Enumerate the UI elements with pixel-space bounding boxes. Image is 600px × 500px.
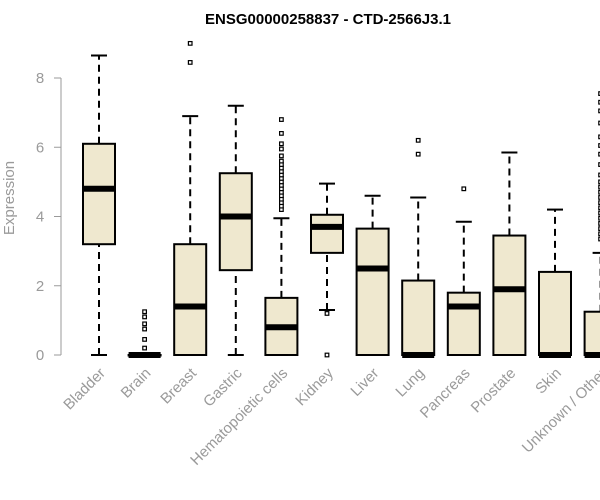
box-iqr bbox=[446, 291, 481, 356]
outlier-point bbox=[598, 231, 600, 237]
outlier-point bbox=[142, 345, 148, 351]
outlier-point bbox=[279, 117, 284, 122]
outlier-point bbox=[598, 236, 600, 242]
x-tick-label: Pancreas bbox=[417, 365, 474, 422]
box-iqr bbox=[310, 213, 344, 254]
x-tick-label: Kidney bbox=[292, 364, 337, 409]
box-iqr bbox=[218, 172, 253, 272]
box-bladder bbox=[82, 54, 116, 356]
outlier-point bbox=[187, 60, 193, 65]
box-layer bbox=[82, 40, 600, 358]
box-iqr bbox=[173, 243, 208, 356]
outlier-point bbox=[187, 40, 193, 46]
outlier-point bbox=[279, 153, 284, 159]
box-kidney bbox=[310, 182, 344, 358]
outlier-point bbox=[142, 309, 148, 315]
outlier-point bbox=[598, 189, 600, 195]
outlier-point bbox=[598, 91, 600, 96]
y-axis-label: Expression bbox=[1, 161, 18, 235]
outlier-point bbox=[279, 141, 284, 147]
box-breast bbox=[173, 40, 208, 356]
outlier-point bbox=[142, 321, 148, 327]
box-iqr bbox=[492, 234, 527, 356]
outlier-point bbox=[279, 146, 284, 152]
outlier-point bbox=[415, 151, 421, 157]
box-unknown-other bbox=[583, 91, 600, 358]
y-tick-label: 2 bbox=[36, 278, 44, 295]
outlier-point bbox=[598, 184, 600, 190]
box-iqr bbox=[401, 279, 436, 356]
box-prostate bbox=[492, 151, 527, 356]
x-tick-label: Breast bbox=[157, 364, 200, 407]
outlier-point bbox=[598, 162, 600, 167]
x-tick-label: Gastric bbox=[200, 364, 246, 410]
outlier-point bbox=[598, 143, 600, 148]
outlier-point bbox=[598, 179, 600, 185]
outlier-point bbox=[598, 108, 600, 114]
x-tick-label: Liver bbox=[347, 365, 382, 400]
outlier-point bbox=[598, 210, 600, 216]
outlier-point bbox=[142, 326, 148, 332]
box-liver bbox=[355, 194, 390, 356]
x-tick-label: Skin bbox=[532, 365, 565, 398]
outlier-point bbox=[461, 186, 467, 192]
chart-title: ENSG00000258837 - CTD-2566J3.1 bbox=[205, 11, 451, 28]
outlier-point bbox=[279, 131, 284, 136]
outlier-point bbox=[598, 200, 600, 206]
box-iqr bbox=[583, 310, 600, 356]
outlier-point bbox=[324, 311, 330, 316]
outlier-point bbox=[598, 215, 600, 221]
box-skin bbox=[538, 208, 572, 358]
box-iqr bbox=[355, 227, 390, 356]
y-tick-label: 8 bbox=[36, 70, 44, 87]
outlier-point bbox=[598, 151, 600, 157]
y-tick-label: 0 bbox=[36, 347, 44, 364]
outlier-point bbox=[142, 337, 148, 342]
outlier-point bbox=[598, 226, 600, 232]
outlier-point bbox=[598, 120, 600, 126]
x-tick-label: Lung bbox=[392, 365, 428, 401]
outlier-point bbox=[415, 137, 421, 143]
box-iqr bbox=[538, 270, 572, 356]
outlier-point bbox=[598, 221, 600, 226]
y-axis: 0 2 4 6 8 bbox=[36, 70, 62, 364]
box-pancreas bbox=[446, 186, 481, 356]
outlier-point bbox=[142, 314, 148, 320]
y-tick-label: 6 bbox=[36, 139, 44, 156]
box-iqr bbox=[82, 142, 116, 246]
outlier-point bbox=[598, 172, 600, 178]
x-tick-label: Bladder bbox=[60, 365, 109, 414]
box-hematopoietic-cells bbox=[264, 117, 299, 356]
y-tick-label: 4 bbox=[36, 209, 44, 226]
x-tick-label: Prostate bbox=[468, 365, 520, 417]
outlier-point bbox=[598, 195, 600, 200]
outlier-point bbox=[598, 99, 600, 105]
outlier-point bbox=[598, 134, 600, 140]
box-lung bbox=[401, 137, 436, 358]
box-gastric bbox=[218, 104, 253, 356]
outlier-point bbox=[598, 205, 600, 211]
outlier-point bbox=[324, 352, 330, 358]
outlier-point bbox=[279, 158, 284, 164]
box-brain bbox=[127, 309, 162, 358]
x-tick-label: Brain bbox=[118, 365, 155, 402]
